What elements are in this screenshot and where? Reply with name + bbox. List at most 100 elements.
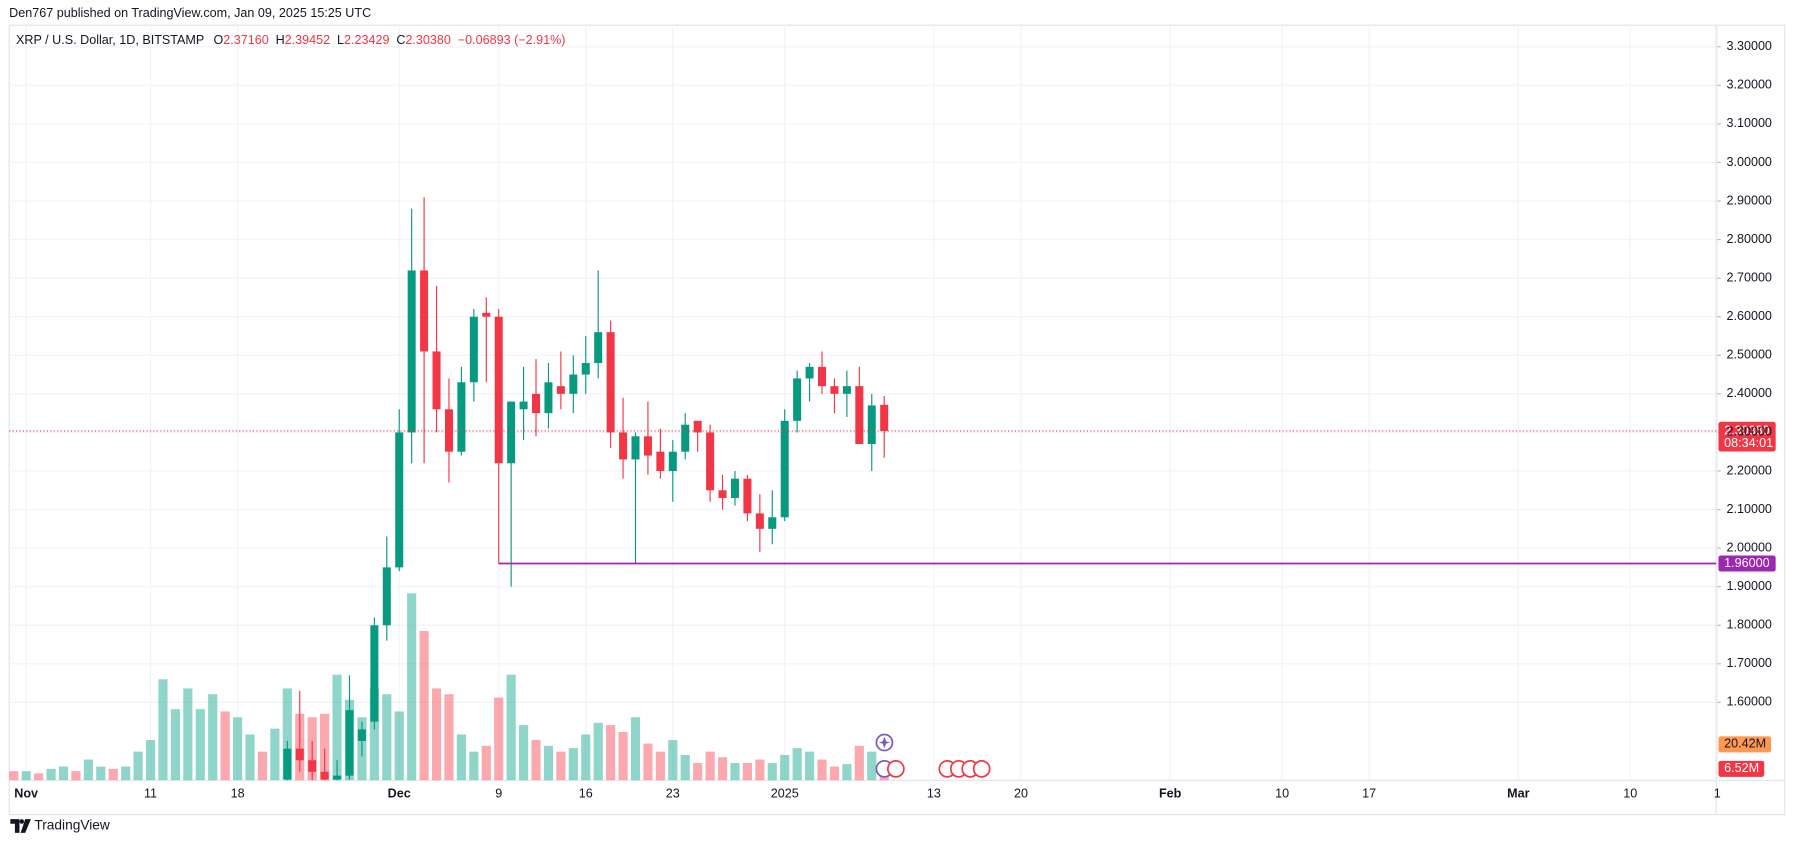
volume-bar <box>730 763 740 781</box>
candle-body <box>718 490 727 498</box>
legend-low: 2.23429 <box>344 34 389 48</box>
volume-bar <box>456 734 466 781</box>
volume-bar <box>668 740 678 781</box>
candle-body <box>768 517 777 529</box>
candle-body <box>420 270 429 352</box>
volume-bar <box>71 771 81 781</box>
x-tick-label: 23 <box>666 786 680 800</box>
volume-bar <box>618 731 628 781</box>
candle-body <box>880 404 889 431</box>
x-tick-label: Feb <box>1159 786 1182 800</box>
candle-body <box>594 332 603 363</box>
candle-body <box>333 775 342 780</box>
last-price-label: 2.30380 <box>1724 423 1769 437</box>
volume-bar <box>630 717 641 781</box>
volume-bar <box>332 674 342 781</box>
volume-bar <box>394 711 404 781</box>
candle-body <box>668 451 677 471</box>
candle-body <box>357 729 366 741</box>
support-label-box <box>1718 555 1776 572</box>
candle-body <box>656 451 665 471</box>
volume-bar <box>431 688 442 781</box>
volume-bar <box>705 751 715 781</box>
candle-body <box>743 478 752 514</box>
y-tick-label: 3.20000 <box>1726 78 1771 92</box>
volume-last-box <box>1718 760 1765 777</box>
candle-body <box>730 478 739 498</box>
volume-bar <box>606 725 616 781</box>
candle-body <box>643 436 652 456</box>
candle-body <box>619 432 628 460</box>
candle-body <box>631 436 640 460</box>
volume-bar <box>270 728 280 781</box>
y-tick-label: 2.40000 <box>1726 386 1771 400</box>
candle-body <box>482 312 491 317</box>
candle-body <box>382 567 391 626</box>
candle-body <box>706 432 715 491</box>
volume-bar <box>693 763 703 781</box>
x-tick-label: 2025 <box>771 786 799 800</box>
candle-body <box>494 316 503 464</box>
volume-bar <box>195 709 205 781</box>
volume-bar <box>805 751 815 781</box>
y-tick-label: 3.00000 <box>1726 155 1771 169</box>
volume-bar <box>829 766 840 781</box>
volume-bar <box>170 709 180 781</box>
volume-bar <box>842 764 852 781</box>
volume-bar <box>9 771 19 781</box>
y-tick-label: 2.30000 <box>1726 425 1771 439</box>
candle-body <box>755 513 764 529</box>
volume-bar <box>21 771 31 781</box>
candle-body <box>519 401 528 410</box>
candle-body <box>395 432 404 568</box>
event-icons <box>875 733 991 778</box>
brand-mark <box>10 819 31 833</box>
y-tick-label: 1.70000 <box>1726 656 1771 670</box>
volume-bar <box>382 694 392 781</box>
y-tick-label: 2.20000 <box>1726 463 1771 477</box>
volume-bar <box>469 751 479 781</box>
volume-bar <box>792 748 802 781</box>
x-tick-label: 11 <box>144 786 157 800</box>
volume-bar <box>34 773 44 781</box>
candle-body <box>283 748 292 780</box>
candle-body <box>581 362 590 375</box>
volume-last-label: 6.52M <box>1724 761 1759 775</box>
x-tick-label: 18 <box>231 786 245 800</box>
y-tick-label: 3.10000 <box>1726 116 1771 130</box>
y-tick-label: 2.50000 <box>1726 348 1771 362</box>
y-tick-label: 2.70000 <box>1726 270 1771 284</box>
legend-close: 2.30380 <box>405 34 450 48</box>
support-label: 1.96000 <box>1724 556 1769 570</box>
volume-bar <box>83 759 93 781</box>
volume-bar <box>108 768 118 781</box>
volume-bar <box>133 751 143 781</box>
x-tick-label: Mar <box>1507 786 1529 800</box>
volume-bar <box>543 745 554 781</box>
volume-bar <box>581 734 591 781</box>
volume-bar <box>257 751 268 781</box>
y-tick-label: 2.00000 <box>1726 540 1771 554</box>
volume-bar <box>531 740 541 781</box>
legend-change: −0.06893 (−2.91%) <box>458 34 566 48</box>
legend-open: 2.37160 <box>223 34 268 48</box>
volume-bar <box>46 768 56 781</box>
volume-bar <box>680 754 690 781</box>
candle-body <box>345 710 354 776</box>
x-tick-label: 20 <box>1014 786 1028 800</box>
volume-bar <box>755 759 765 781</box>
candle-body <box>556 386 565 394</box>
candle-body <box>507 401 516 464</box>
published-line: Den767 published on TradingView.com, Jan… <box>9 6 371 20</box>
volume-bar <box>742 763 752 781</box>
candle-body <box>780 420 789 518</box>
legend-c: C <box>396 34 405 48</box>
candle-body <box>457 382 466 452</box>
brand-logo <box>10 819 31 833</box>
y-tick-label: 1.80000 <box>1726 618 1771 632</box>
volume-bar <box>419 631 429 781</box>
volume-bar <box>444 694 454 781</box>
x-tick-label: 10 <box>1275 786 1289 800</box>
